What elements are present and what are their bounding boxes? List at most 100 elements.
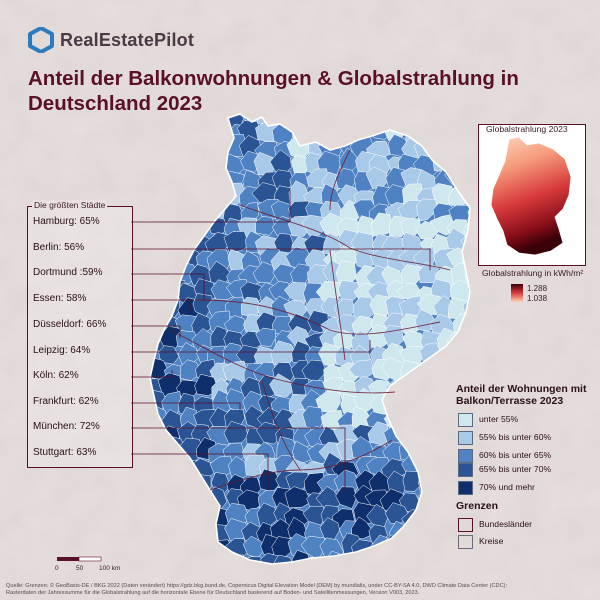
district-region <box>164 124 186 146</box>
district-region <box>255 114 278 124</box>
district-region <box>150 136 170 158</box>
district-region <box>444 364 469 386</box>
district-region <box>428 120 451 146</box>
district-region <box>435 411 459 434</box>
radiation-color-ramp <box>511 284 523 302</box>
district-region <box>163 248 187 269</box>
district-region <box>415 413 436 432</box>
district-region <box>412 378 439 402</box>
district-region <box>150 553 153 564</box>
district-region <box>191 118 218 144</box>
source-note: Quelle: Grenzen: © GeoBasis-DE / BKG 202… <box>6 583 596 597</box>
district-region <box>338 89 363 110</box>
district-region <box>401 90 421 112</box>
district-region <box>401 408 424 431</box>
legend-swatch-2 <box>458 431 473 445</box>
district-region <box>417 501 441 528</box>
district-region <box>150 249 167 274</box>
district-region <box>156 168 181 189</box>
city-leipzig: Leipzig: 64% <box>33 345 91 356</box>
district-region <box>421 524 440 546</box>
district-region <box>189 151 216 175</box>
district-region <box>174 551 197 564</box>
district-region <box>320 114 342 125</box>
district-region <box>150 518 165 544</box>
radiation-inset <box>478 124 586 266</box>
legend-swatch-1 <box>458 413 473 427</box>
district-region <box>150 428 170 450</box>
city-essen: Essen: 58% <box>33 293 87 304</box>
district-region <box>190 555 216 564</box>
district-region <box>302 406 324 430</box>
district-region <box>130 281 149 302</box>
district-region <box>319 212 344 237</box>
district-region <box>419 454 444 478</box>
district-region <box>432 114 458 128</box>
district-region <box>150 474 152 499</box>
scale-tick-100: 100 km <box>99 565 121 572</box>
inset-title: Globalstrahlung 2023 <box>486 124 568 134</box>
district-region <box>205 114 231 126</box>
district-region <box>189 473 212 496</box>
district-region <box>400 359 421 387</box>
district-region <box>194 167 218 188</box>
district-region <box>150 266 169 291</box>
scale-tick-50: 50 <box>76 565 84 572</box>
district-region <box>445 152 470 175</box>
district-region <box>287 114 311 129</box>
district-region <box>210 87 233 108</box>
district-region <box>150 114 151 128</box>
district-region <box>150 508 168 530</box>
district-region <box>157 472 184 499</box>
district-region <box>170 470 194 494</box>
district-region <box>353 92 374 111</box>
district-region <box>207 122 228 148</box>
district-region <box>335 486 357 509</box>
legend-title: Anteil der Wohnungen mit Balkon/Terrasse… <box>456 383 587 407</box>
district-region <box>150 232 165 256</box>
district-region <box>175 87 200 110</box>
district-region <box>430 92 453 111</box>
district-region <box>174 214 199 240</box>
district-region <box>161 186 182 207</box>
district-region <box>252 261 276 284</box>
district-region <box>158 459 183 479</box>
district-region <box>308 89 328 110</box>
city-duesseldorf: Düsseldorf: 66% <box>33 319 107 330</box>
legend-label-5: 70% und mehr <box>479 482 535 492</box>
city-frankfurt: Frankfurt: 62% <box>33 396 99 407</box>
city-koeln: Köln: 62% <box>33 370 79 381</box>
district-region <box>176 114 202 128</box>
district-region <box>385 390 409 414</box>
district-region <box>416 198 438 222</box>
district-region <box>420 122 442 144</box>
district-region <box>177 201 201 223</box>
district-region <box>466 325 470 350</box>
district-region <box>159 519 182 545</box>
district-region <box>467 203 470 228</box>
district-region <box>205 152 229 175</box>
district-region <box>351 516 375 540</box>
district-region <box>399 389 423 414</box>
district-region <box>274 87 298 109</box>
border-label-districts: Kreise <box>479 536 504 546</box>
district-region <box>289 91 312 110</box>
district-region <box>150 534 153 560</box>
district-region <box>292 440 315 463</box>
district-region <box>150 308 167 333</box>
scale-bar <box>57 556 102 562</box>
district-region <box>432 472 457 495</box>
district-region <box>238 114 263 116</box>
city-muenchen: München: 72% <box>33 421 100 432</box>
page-title: Anteil der Balkonwohnungen & Globalstrah… <box>28 67 519 115</box>
district-region <box>399 535 423 561</box>
district-region <box>283 282 308 305</box>
source-line-2: Rasterdaten der Jahressumme für die Glob… <box>6 590 420 596</box>
district-region <box>150 506 155 529</box>
district-region <box>150 114 168 128</box>
source-line-1: Quelle: Grenzen: © GeoBasis-DE / BKG 202… <box>6 583 508 589</box>
district-region <box>210 185 232 205</box>
district-region <box>178 488 201 510</box>
legend-label-2: 55% bis unter 60% <box>479 432 552 442</box>
